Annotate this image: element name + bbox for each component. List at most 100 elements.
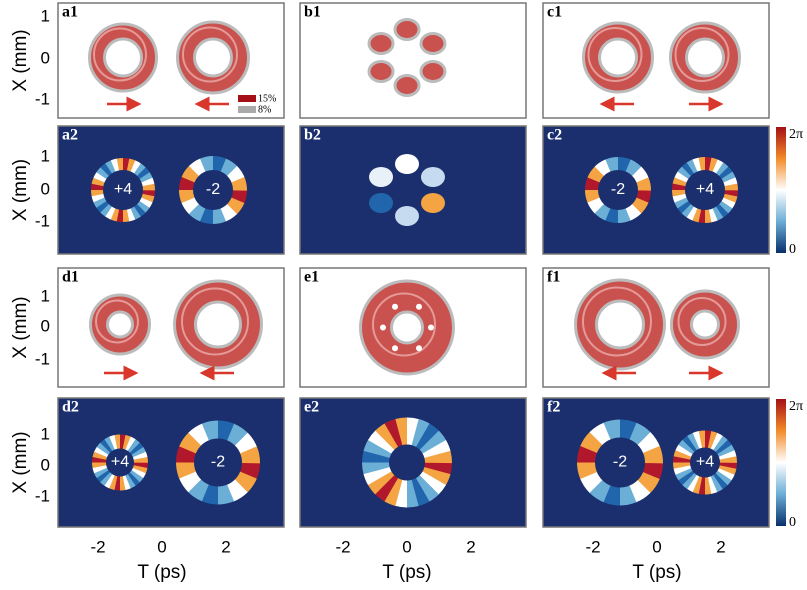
phase-segment [188, 171, 194, 180]
phase-segment [415, 432, 423, 435]
panel: e1 [300, 268, 526, 387]
phase-segment [223, 165, 232, 171]
phase-segment [681, 175, 684, 180]
phase-segment [101, 470, 103, 474]
phase-segment [727, 454, 728, 459]
phase-segment [131, 477, 134, 480]
phase-segment [695, 164, 700, 166]
phase-segment [718, 443, 722, 446]
phase-segment [686, 168, 690, 171]
phase-segment [620, 429, 634, 432]
panel-label: d1 [62, 268, 79, 285]
phase-segment [595, 486, 606, 494]
phase-segment [137, 471, 139, 475]
phase-segment [618, 164, 629, 166]
phase-segment [97, 180, 99, 185]
panel-label: a1 [62, 3, 78, 20]
phase-segment [589, 438, 597, 449]
phase-segment [682, 467, 683, 472]
colorbar-max: 2π [789, 127, 803, 142]
phase-segment [105, 477, 108, 480]
panel: e2 [300, 398, 526, 527]
phase-segment [692, 441, 696, 443]
phase-segment [398, 493, 407, 494]
phase-segment [429, 478, 434, 485]
x-tick-label: -2 [90, 537, 105, 556]
phase-segment [642, 180, 644, 191]
phase-segment [185, 462, 188, 475]
phase-segment [238, 180, 240, 191]
phase-segment [679, 190, 680, 195]
charge-label: +4 [696, 454, 714, 471]
phase-segment [105, 445, 108, 448]
colorbar [776, 127, 786, 253]
phase-segment [391, 490, 399, 493]
phase-segment [133, 212, 138, 214]
lobe [369, 34, 393, 54]
panel-label: d2 [62, 398, 79, 415]
y-tick-label: 0 [41, 48, 50, 67]
phase-segment [727, 467, 728, 472]
phase-segment [128, 443, 132, 445]
phase-segment [724, 471, 726, 475]
phase-segment [588, 475, 596, 487]
phase-segment [637, 171, 643, 180]
panel-label: b2 [304, 126, 321, 143]
legend-label: 15% [258, 93, 276, 104]
phase-segment [705, 164, 710, 165]
phase-segment [232, 200, 238, 209]
phase-segment [108, 480, 112, 482]
phase-segment [376, 454, 377, 463]
charge-label: +4 [111, 454, 129, 471]
phase-segment [714, 441, 718, 443]
phase-segment [248, 450, 251, 463]
panel-label: c1 [547, 3, 562, 20]
phase-segment [592, 189, 594, 200]
phase-segment [434, 471, 437, 479]
phase-segment [135, 474, 138, 477]
phase-segment [632, 487, 644, 495]
colorbar-min: 0 [789, 242, 796, 257]
lobe [395, 20, 419, 40]
phase-segment [203, 163, 214, 165]
phase-segment [695, 214, 700, 216]
phase-segment [724, 205, 727, 209]
phase-segment [710, 164, 715, 166]
phase-segment [721, 476, 724, 480]
phase-segment [135, 448, 138, 451]
phase-segment [99, 454, 100, 458]
phase-segment [124, 482, 128, 483]
phase-segment [692, 482, 696, 484]
phase-segment [376, 470, 379, 478]
phase-segment [651, 449, 654, 463]
y-tick-label: 0 [41, 455, 50, 474]
phase-segment [202, 215, 213, 217]
phase-segment [212, 215, 223, 217]
panel: -2+4f2 [543, 398, 769, 527]
phase-segment [230, 486, 241, 493]
phase-segment [188, 439, 196, 450]
phase-segment [141, 172, 144, 176]
phase-segment [437, 454, 438, 463]
y-tick-label: 1 [41, 6, 50, 25]
phase-segment [644, 438, 652, 450]
phase-segment [241, 439, 248, 450]
charge-label: -2 [613, 454, 627, 471]
phase-segment [617, 214, 628, 216]
phase-segment [709, 484, 714, 485]
phase-segment [248, 463, 251, 476]
phase-segment [423, 435, 430, 440]
y-tick-label: -1 [35, 211, 50, 230]
figure: a115%8%b1c1+4-2a2b2-2+4c2d1e1f1+4-2d2e2-… [0, 0, 807, 590]
phase-segment [148, 190, 149, 195]
phase-segment [683, 471, 685, 475]
hole [416, 304, 422, 310]
y-axis-label: X (mm) [10, 296, 31, 358]
phase-segment [375, 462, 376, 471]
phase-segment [217, 493, 230, 496]
phase-segment [384, 484, 391, 489]
phase-segment [112, 442, 116, 443]
phase-segment [722, 446, 725, 450]
phase-segment [407, 431, 416, 432]
phase-segment [633, 431, 644, 439]
